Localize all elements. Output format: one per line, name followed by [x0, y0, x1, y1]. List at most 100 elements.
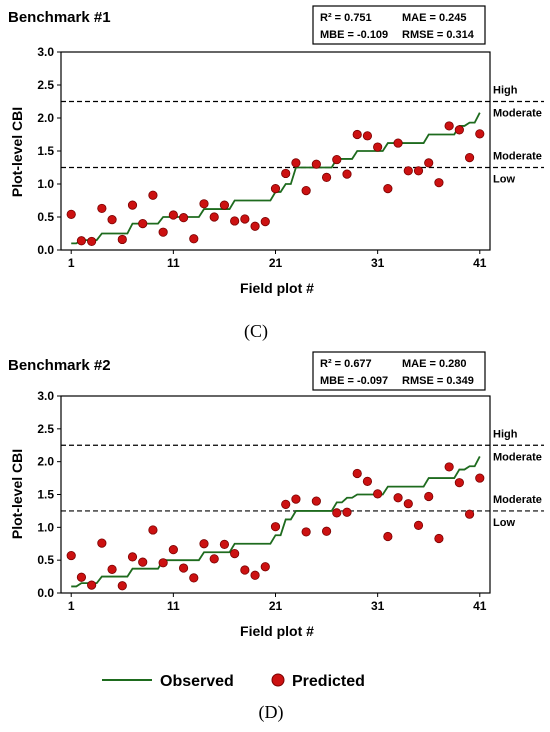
- predicted-point: [454, 125, 464, 135]
- threshold-label-below: Moderate: [493, 451, 542, 463]
- predicted-point: [138, 557, 148, 567]
- predicted-point: [454, 478, 464, 488]
- stat-mbe: MBE = -0.109: [320, 29, 388, 41]
- y-tick-label: 0.5: [37, 553, 54, 567]
- predicted-point: [403, 499, 413, 509]
- predicted-point: [270, 184, 281, 194]
- stat-rmse: RMSE = 0.349: [402, 375, 474, 387]
- predicted-point: [76, 236, 87, 246]
- x-tick-label: 31: [371, 599, 385, 613]
- predicted-point: [260, 217, 270, 227]
- predicted-point: [332, 508, 342, 518]
- x-tick-label: 41: [473, 256, 487, 270]
- predicted-point: [97, 203, 107, 214]
- predicted-point: [76, 572, 87, 582]
- predicted-point: [342, 507, 352, 517]
- predicted-point: [158, 558, 168, 568]
- predicted-point: [434, 178, 444, 188]
- stat-r2: R² = 0.677: [320, 358, 372, 370]
- predicted-point: [362, 131, 373, 141]
- x-tick-label: 31: [371, 256, 385, 270]
- predicted-point: [383, 184, 393, 194]
- predicted-point: [464, 153, 475, 163]
- y-tick-label: 2.5: [37, 422, 54, 436]
- predicted-point: [66, 550, 76, 561]
- chart-title: Benchmark #2: [8, 357, 111, 374]
- x-axis-label: Field plot #: [240, 280, 314, 296]
- predicted-point: [424, 158, 434, 168]
- predicted-point: [291, 494, 301, 504]
- predicted-point: [270, 522, 281, 532]
- predicted-point: [321, 172, 332, 182]
- predicted-point: [352, 468, 362, 479]
- x-tick-label: 1: [68, 599, 75, 613]
- predicted-point: [158, 227, 168, 237]
- predicted-point: [87, 236, 97, 247]
- predicted-point: [301, 527, 311, 537]
- panel-label: (D): [259, 702, 284, 723]
- predicted-point: [321, 526, 332, 536]
- stats-box: R² = 0.751 MAE = 0.245 MBE = -0.109 RMSE…: [312, 5, 486, 45]
- stat-rmse: RMSE = 0.314: [402, 29, 475, 41]
- x-tick-label: 21: [269, 599, 283, 613]
- predicted-point: [434, 533, 444, 544]
- observed-line: [71, 455, 481, 588]
- x-tick-label: 11: [167, 599, 180, 613]
- stat-mae: MAE = 0.280: [402, 358, 467, 370]
- predicted-point: [342, 169, 352, 179]
- x-tick-label: 11: [167, 256, 180, 270]
- y-tick-label: 2.0: [37, 455, 54, 469]
- predicted-point: [352, 129, 362, 140]
- threshold-label-above: High: [493, 85, 518, 97]
- y-tick-label: 2.5: [37, 78, 54, 92]
- threshold-label-below: Moderate: [493, 108, 542, 120]
- x-axis-label: Field plot #: [240, 623, 314, 639]
- predicted-point: [475, 473, 485, 483]
- predicted-point: [373, 142, 383, 152]
- x-tick-label: 1: [68, 256, 75, 270]
- stat-mbe: MBE = -0.097: [320, 375, 388, 387]
- predicted-point: [117, 234, 127, 245]
- threshold-label-below: Low: [493, 517, 515, 529]
- predicted-point: [107, 564, 117, 574]
- threshold-label-above: Moderate: [493, 494, 542, 506]
- predicted-point: [148, 190, 158, 200]
- predicted-point: [148, 525, 158, 535]
- predicted-point: [475, 129, 485, 139]
- predicted-point: [168, 210, 178, 220]
- predicted-point: [403, 166, 413, 176]
- y-tick-label: 1.5: [37, 488, 54, 502]
- predicted-point: [311, 159, 321, 169]
- predicted-point: [138, 219, 148, 229]
- threshold-label-above: Moderate: [493, 151, 542, 163]
- predicted-point: [127, 552, 138, 562]
- predicted-point: [291, 158, 301, 168]
- predicted-point: [281, 168, 291, 179]
- predicted-point: [189, 573, 199, 583]
- predicted-point: [464, 509, 475, 519]
- threshold-label-above: High: [493, 428, 518, 440]
- predicted-point: [107, 215, 117, 225]
- predicted-point: [219, 539, 230, 550]
- stat-mae: MAE = 0.245: [402, 12, 467, 24]
- y-tick-label: 2.0: [37, 111, 54, 125]
- stat-r2: R² = 0.751: [320, 12, 372, 24]
- predicted-point: [383, 531, 393, 542]
- legend-predicted-swatch: [271, 673, 285, 687]
- predicted-point: [393, 493, 403, 503]
- y-tick-label: 1.0: [37, 177, 54, 191]
- predicted-point: [373, 489, 383, 499]
- x-tick-label: 41: [473, 599, 487, 613]
- panel-label: (C): [244, 321, 268, 342]
- y-tick-label: 3.0: [37, 389, 54, 403]
- y-tick-label: 0.0: [37, 586, 54, 600]
- predicted-point: [209, 554, 219, 564]
- predicted-point: [209, 212, 219, 222]
- observed-line: [71, 112, 481, 245]
- predicted-point: [240, 214, 250, 224]
- predicted-point: [189, 234, 199, 244]
- chart-panel-c: Benchmark #1 R² = 0.751 MAE = 0.245 MBE …: [8, 5, 544, 342]
- predicted-point: [240, 565, 250, 575]
- predicted-point: [444, 121, 454, 131]
